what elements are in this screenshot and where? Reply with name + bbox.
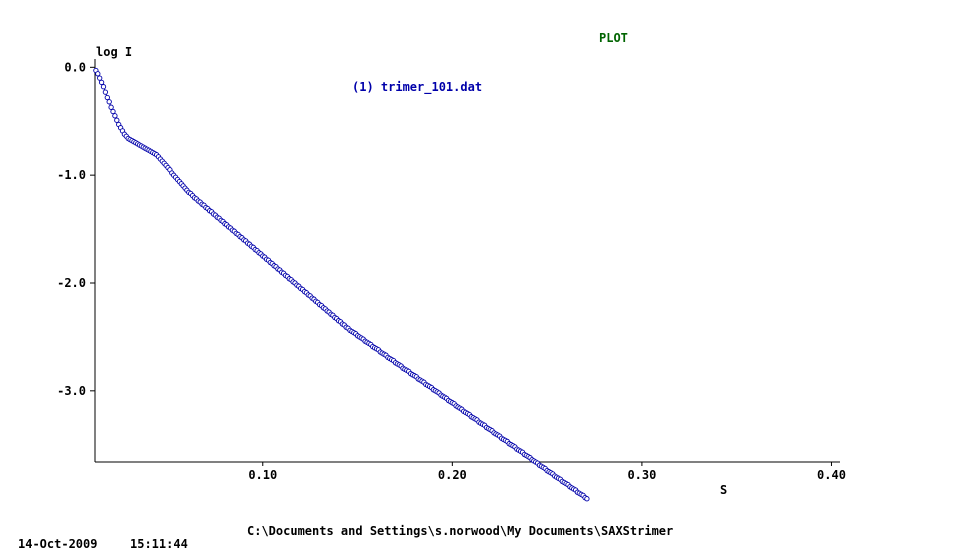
- data-point: [110, 108, 116, 115]
- y-tick-label: -2.0: [57, 276, 86, 290]
- data-point: [584, 496, 590, 502]
- x-tick-label: 0.30: [627, 468, 656, 482]
- data-point: [104, 94, 110, 101]
- x-ticks: 0.10 0.20 0.30 0.40: [248, 462, 846, 482]
- x-axis-label: S: [720, 483, 727, 497]
- data-point: [102, 89, 109, 95]
- x-tick-label: 0.20: [438, 468, 467, 482]
- legend-entry: (1) trimer_101.dat: [352, 80, 482, 95]
- data-point: [114, 117, 120, 123]
- data-point: [98, 79, 105, 86]
- data-point: [97, 75, 103, 81]
- y-tick-label: -1.0: [57, 168, 86, 182]
- axes: 0.10 0.20 0.30 0.40 0.0 -1.0 -2.0 -3.0: [57, 59, 846, 482]
- y-ticks: 0.0 -1.0 -2.0 -3.0: [57, 60, 95, 398]
- y-tick-label: -3.0: [57, 384, 86, 398]
- y-tick-label: 0.0: [64, 60, 86, 74]
- data-point: [106, 99, 112, 105]
- series-points: [93, 67, 590, 502]
- data-point: [112, 113, 118, 119]
- y-axis-label: log I: [96, 45, 132, 59]
- x-tick-label: 0.10: [248, 468, 277, 482]
- series-layer: [93, 67, 590, 502]
- chart-title: PLOT: [599, 31, 628, 45]
- time-stamp: 15:11:44: [130, 537, 188, 551]
- data-point: [100, 84, 107, 90]
- data-point: [108, 104, 114, 110]
- x-tick-label: 0.40: [817, 468, 846, 482]
- data-point: [95, 71, 101, 77]
- date-stamp: 14-Oct-2009: [18, 537, 98, 551]
- file-path: C:\Documents and Settings\s.norwood\My D…: [247, 524, 674, 538]
- series-line: [95, 70, 588, 500]
